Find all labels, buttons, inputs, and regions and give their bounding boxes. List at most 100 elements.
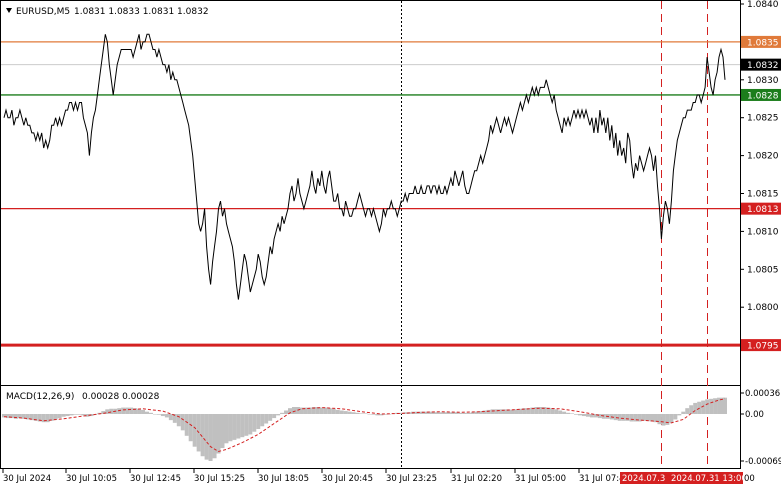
macd-histogram-bar [597,414,602,419]
macd-histogram-bar [570,413,575,414]
macd-histogram-bar [705,399,710,414]
macd-histogram-bar [184,414,189,436]
macd-histogram-bar [562,411,567,414]
time-tick-label: 30 Jul 2024 [3,474,51,484]
macd-histogram-bar [81,414,86,416]
time-tick-label: 30 Jul 15:25 [194,474,245,484]
macd-histogram-bar [160,414,165,417]
marker-time-label: 2024.07.31 13:00 [671,474,747,484]
macd-histogram-bar [212,414,217,459]
time-tick-label: 00 [744,474,755,484]
macd-histogram-bar [510,409,515,414]
time-tick-label: 30 Jul 20:45 [322,474,373,484]
vertical-markers [401,1,708,468]
level-price-tag [741,88,781,101]
level-price-label: 1.0795 [747,342,779,352]
macd-histogram-bar [498,409,503,414]
macd-histogram-bar [542,407,547,414]
macd-histogram-bar [403,412,408,414]
macd-histogram-bar [216,414,221,454]
macd-histogram-bar [69,414,74,416]
macd-histogram-bar [466,412,471,414]
macd-histogram-bar [554,409,559,414]
level-price-label: 1.0828 [747,91,779,101]
macd-tick-label: 0.00 [745,410,764,420]
macd-histogram-bar [335,409,340,414]
symbol-label: EURUSD,M5 [16,7,70,17]
macd-histogram-bar [327,408,332,414]
macd-histogram-bar [486,409,491,414]
price-series [3,33,726,300]
macd-histogram-bar [379,414,384,416]
macd-histogram-bar [693,402,698,414]
macd-histogram-bar [200,414,205,457]
time-tick-label: 30 Jul 12:45 [130,474,181,484]
chevron-down-icon[interactable] [6,8,12,13]
macd-histogram-bar [514,409,519,414]
macd-histogram-bar [462,412,467,414]
macd-histogram-bar [633,414,638,422]
macd-values: 0.00028 0.00028 [82,392,160,402]
macd-histogram-bar [534,407,539,414]
macd-histogram-bar [669,414,674,423]
macd-histogram-bar [145,411,150,414]
macd-histogram-bar [657,414,662,425]
macd-histogram-bar [522,408,527,414]
price-tick-label: 1.0815 [747,190,779,200]
macd-histogram-bar [228,414,233,442]
macd-histogram-bar [367,414,372,415]
macd-histogram-bar [208,414,213,461]
macd-histogram-bar [458,412,463,414]
macd-histogram-bar [478,411,483,414]
macd-histogram-bar [168,414,173,421]
price-tick-label: 1.0800 [747,303,779,313]
macd-histogram-bar [303,407,308,414]
time-tick-label: 31 Jul 05:00 [515,474,566,484]
level-price-tag [741,35,781,48]
macd-histogram-bar [689,405,694,414]
price-levels [1,41,740,347]
macd-histogram-bar [2,414,6,418]
macd-histogram-bar [454,412,459,414]
macd-histogram-bar [474,411,479,414]
macd-histogram-bar [323,407,328,414]
macd-histogram-bar [288,408,293,414]
macd-title: MACD(12,26,9) [6,392,74,402]
macd-histogram-bar [566,412,571,414]
macd-histogram-bar [141,409,146,414]
macd-histogram-bar [192,414,197,447]
macd-histogram-bar [220,414,225,449]
macd-histogram-bar [109,408,114,414]
time-tick-label: 31 Jul 02:20 [451,474,502,484]
macd-histogram-bar [375,414,380,416]
macd-histogram-bar [371,414,376,415]
macd-histogram-bar [427,411,432,414]
level-price-label: 1.0813 [747,205,779,215]
macd-histogram-bar [351,412,356,414]
macd-histogram-bar [419,411,424,414]
macd-histogram-bar [280,412,285,414]
macd-histogram-bar [148,412,153,414]
macd-histogram-bar [617,414,622,421]
macd-histogram-bar [137,408,142,414]
macd-histogram-bar [260,414,265,427]
macd-histogram-bar [434,412,439,414]
macd-histogram-bar [661,414,666,426]
macd-histogram-bar [589,414,594,418]
level-price-label: 1.0835 [747,38,779,48]
macd-histogram-bar [172,414,177,423]
macd-histogram-bar [319,407,324,414]
time-tick-label: 30 Jul 18:05 [258,474,309,484]
macd-histogram-bar [299,407,304,414]
macd-histogram-bar [637,414,642,422]
level-price-tag [741,339,781,352]
macd-histogram-bar [315,407,320,414]
macd-histogram-bar [530,407,535,414]
macd-histogram-bar [581,414,586,417]
macd-histogram-bar [176,414,181,427]
price-tick-label: 1.0830 [747,76,779,86]
ohlc-values: 1.0831 1.0833 1.0831 1.0832 [74,7,209,17]
